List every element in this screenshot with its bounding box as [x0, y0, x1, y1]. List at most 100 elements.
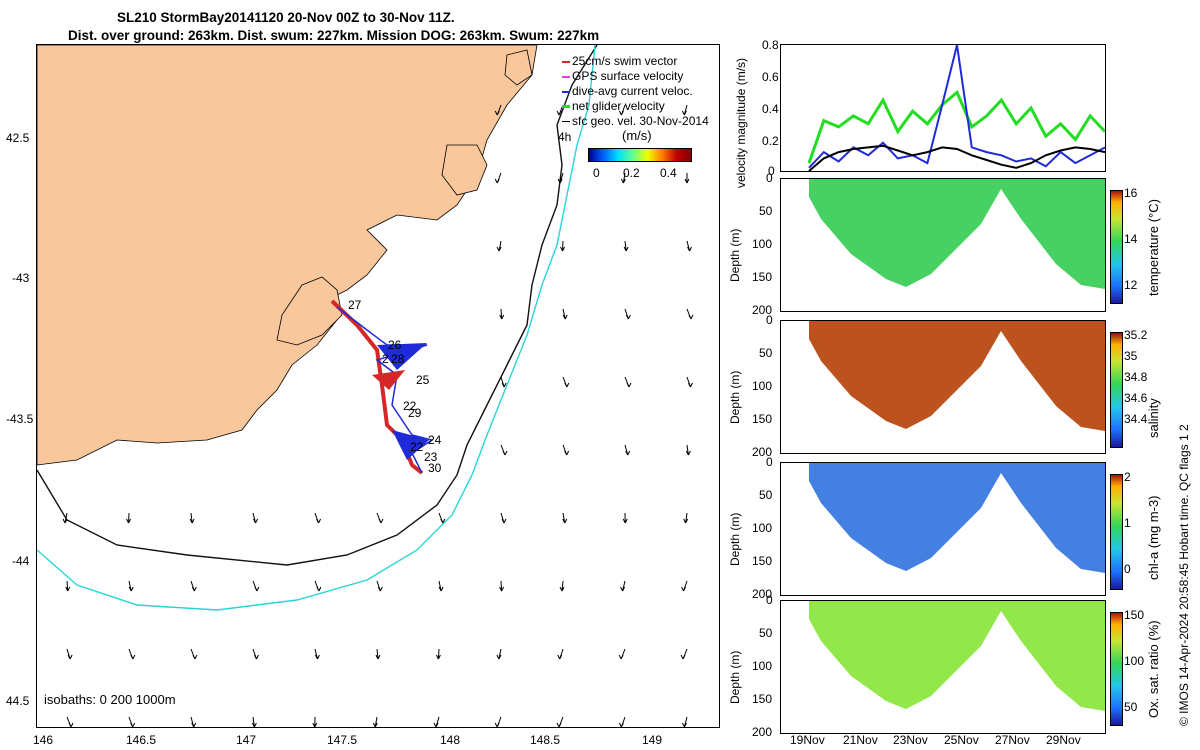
current-arrow — [681, 580, 688, 592]
current-arrow — [624, 376, 632, 388]
section-svg — [809, 463, 1105, 573]
colorbar-tick: 16 — [1124, 186, 1138, 200]
current-arrow — [66, 648, 73, 660]
legend-entry: net glider velocity — [562, 99, 709, 114]
current-arrow — [557, 172, 564, 184]
current-arrow — [684, 172, 690, 184]
map-xtick: 147 — [236, 733, 257, 747]
section-ytick: 100 — [752, 659, 773, 673]
section-ytick: 100 — [752, 521, 773, 535]
current-arrow — [62, 512, 68, 524]
day-label: 29 — [408, 406, 422, 420]
section-ytick: 200 — [752, 725, 773, 739]
current-arrow — [314, 512, 321, 524]
current-arrow — [624, 308, 631, 320]
map-ytick: -43 — [12, 271, 30, 285]
section-svg — [809, 601, 1105, 711]
colorbar-label: salinity — [1146, 398, 1161, 438]
day-label: 26 — [388, 338, 402, 352]
vel-ytick: 0.2 — [762, 134, 779, 148]
current-arrow — [496, 648, 502, 660]
section-fill — [809, 601, 1105, 711]
current-arrow — [65, 580, 71, 592]
section-ytick: 200 — [752, 303, 773, 317]
day-label: 2 — [382, 352, 389, 366]
map-legend: 25cm/s swim vector GPS surface velocity … — [562, 54, 709, 129]
time-tick: 25Nov — [944, 733, 979, 747]
section-ytick: 100 — [752, 237, 773, 251]
colorbar-tick: 34.6 — [1124, 391, 1148, 405]
current-arrow — [562, 308, 568, 320]
map-ytick: -43.5 — [6, 412, 34, 426]
time-tick: 23Nov — [893, 733, 928, 747]
colorbar — [1110, 474, 1123, 590]
map-ytick: -44 — [12, 554, 30, 568]
current-arrow — [624, 444, 631, 456]
day-label: 22 — [410, 440, 424, 454]
current-arrow — [252, 580, 260, 592]
current-arrow — [499, 580, 505, 592]
current-arrow — [686, 240, 692, 252]
colorbar — [1110, 332, 1123, 448]
colorbar-tick: 34.8 — [1124, 370, 1148, 384]
section-ytick: 150 — [752, 554, 773, 568]
colorbar-tick: 0 — [1124, 562, 1131, 576]
time-tick: 19Nov — [790, 733, 825, 747]
day-label: 22 — [403, 399, 417, 413]
speed-tick: 0.4 — [660, 166, 677, 180]
title-line-1: SL210 StormBay20141120 20-Nov 00Z to 30-… — [117, 10, 455, 25]
section-ytick: 200 — [752, 587, 773, 601]
colorbar-tick: 34.4 — [1124, 412, 1148, 426]
velocity-series-1 — [808, 44, 1106, 169]
colorbar — [1110, 190, 1123, 304]
time-tick: 27Nov — [995, 733, 1030, 747]
day-label: 24 — [428, 433, 442, 447]
colorbar-tick: 35 — [1124, 349, 1138, 363]
legend-entry: sfc geo. vel. 30-Nov-2014 — [562, 114, 709, 129]
section-ylabel: Depth (m) — [728, 370, 742, 424]
colorbar-tick: 150 — [1124, 608, 1145, 622]
current-arrow — [251, 716, 257, 727]
colorbar-tick: 14 — [1124, 232, 1138, 246]
current-arrow — [189, 512, 195, 524]
footer-credit: © IMOS 14-Apr-2024 20:58:45 Hobart time.… — [1177, 424, 1191, 726]
section-ytick: 0 — [766, 593, 773, 607]
current-arrow — [620, 172, 626, 184]
vel-ytick: 0.6 — [762, 70, 779, 84]
day-label: 30 — [428, 461, 442, 475]
current-arrow — [494, 716, 502, 727]
colorbar — [1110, 612, 1123, 726]
current-arrow — [562, 376, 570, 388]
current-arrow — [618, 648, 626, 660]
current-arrow — [372, 716, 378, 727]
colorbar-label: chl-a (mg m-3) — [1146, 495, 1161, 580]
section-ytick: 50 — [759, 204, 773, 218]
map-ytick: 42.5 — [6, 131, 30, 145]
current-arrow — [500, 376, 507, 388]
current-arrow — [619, 716, 626, 727]
current-arrow — [128, 580, 134, 592]
current-arrow — [435, 648, 441, 660]
current-arrow — [559, 580, 565, 592]
isobath-label: isobaths: 0 200 1000m — [44, 692, 176, 707]
map-xtick: 148.5 — [530, 733, 561, 747]
colorbar-tick: 2 — [1124, 470, 1131, 484]
velocity-series-0 — [807, 89, 1107, 164]
four-h-label: 4h — [558, 130, 572, 144]
current-arrow — [376, 580, 383, 592]
peninsula — [276, 276, 343, 346]
map-xtick: 147.5 — [327, 733, 358, 747]
current-arrow — [252, 648, 259, 660]
land-mass — [37, 45, 538, 466]
vel-ytick: 0 — [768, 164, 775, 178]
map-xtick: 149 — [642, 733, 663, 747]
current-arrow — [128, 648, 136, 660]
day-label: 23 — [424, 450, 438, 464]
day-label: 25 — [416, 373, 430, 387]
section-ytick: 150 — [752, 270, 773, 284]
section-ytick: 50 — [759, 626, 773, 640]
current-arrow — [557, 648, 564, 660]
section-svg — [809, 321, 1105, 431]
day-label: 27 — [348, 298, 362, 312]
section-ytick: 50 — [759, 346, 773, 360]
